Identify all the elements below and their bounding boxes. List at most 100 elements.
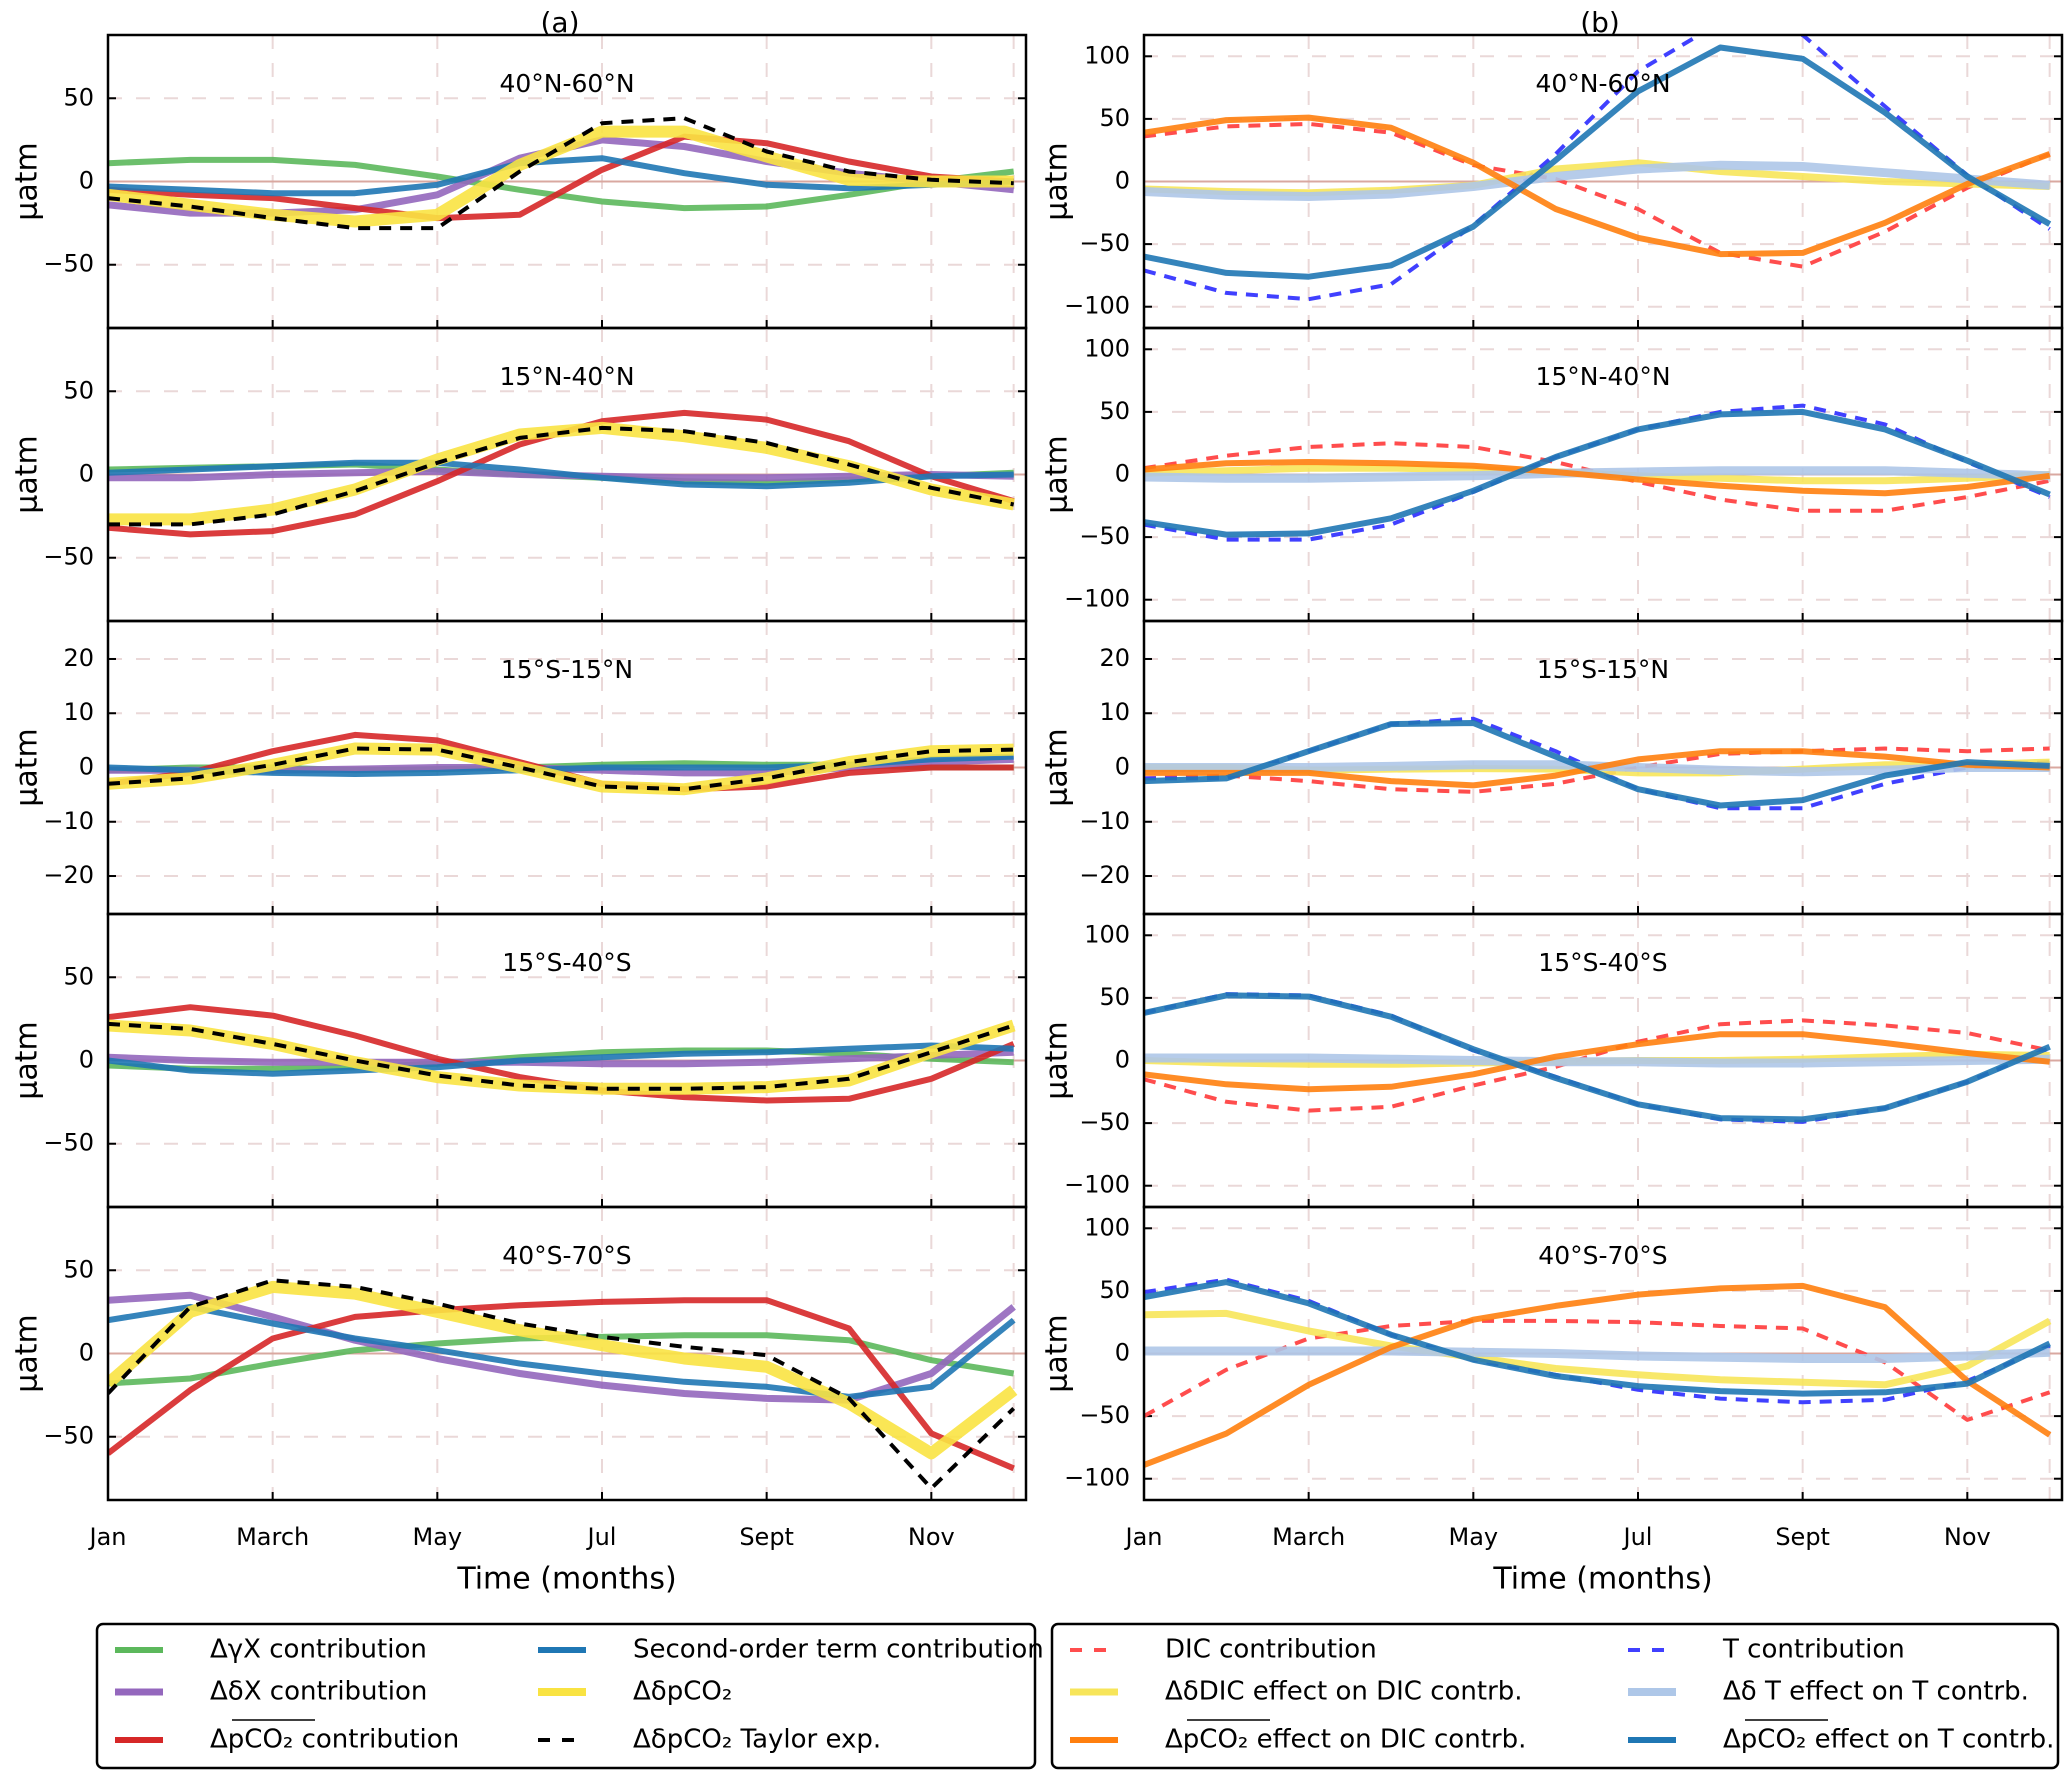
y-tick-label: 0 — [1115, 167, 1130, 195]
series-line-pco2t — [1144, 1279, 2052, 1397]
y-tick-label: −50 — [1079, 522, 1130, 550]
series-line-gamma — [108, 1047, 1014, 1072]
panel-title: (a) — [540, 6, 579, 39]
series-group — [1144, 403, 2051, 542]
legend-label-dpco2: ΔδpCO₂ — [633, 1677, 732, 1707]
y-axis-label: μatm — [10, 728, 45, 806]
series-line-dpco2 — [108, 1280, 1018, 1460]
y-tick-label: 0 — [79, 460, 94, 488]
y-tick-label: 0 — [79, 1046, 94, 1074]
y-tick-label: −10 — [1079, 807, 1130, 835]
region-label: 15°S-40°S — [502, 948, 631, 977]
series-group — [108, 1004, 1016, 1104]
x-tick-label: Jan — [88, 1523, 127, 1551]
subplot-3: −100 −50 0 50 100 15°S-40°S μatm — [1040, 912, 2064, 1209]
y-tick-label: 0 — [1115, 1339, 1130, 1367]
legend-box — [1050, 1622, 2060, 1770]
series-group — [108, 409, 1015, 538]
series-line-taylor — [108, 116, 1014, 231]
series-line-dic — [1144, 441, 2051, 513]
subplot-1: −100 −50 0 50 100 15°N-40°N μatm — [1040, 326, 2064, 623]
y-tick-label: −50 — [43, 250, 94, 278]
x-axis-label: Time (months) — [456, 1562, 676, 1597]
region-label: 40°S-70°S — [1538, 1241, 1667, 1270]
series-line-pco2dic — [1144, 748, 2050, 789]
y-tick-label: −20 — [1079, 861, 1130, 889]
series-group — [1144, 1277, 2052, 1468]
y-tick-label: 20 — [1099, 644, 1130, 672]
series-line-pco2t — [1144, 720, 2050, 809]
series-group — [1144, 716, 2050, 811]
y-axis-label: μatm — [1040, 1021, 1075, 1099]
series-line-dic — [1144, 1018, 2051, 1113]
y-axis-label: μatm — [10, 435, 45, 513]
series-line-pco2t — [1144, 408, 2051, 538]
series-line-dt — [1144, 466, 2050, 483]
x-tick-label: March — [236, 1523, 309, 1551]
series-line-dic — [1144, 746, 2050, 794]
series-line-pco2 — [108, 133, 1014, 222]
panel-title: (b) — [1580, 6, 1620, 39]
series-line-dic — [1144, 121, 2051, 269]
series-line-pco2t — [1144, 992, 2051, 1123]
y-tick-label: 50 — [63, 1255, 94, 1283]
legend-label-pco2: ΔpCO₂ contribution — [210, 1725, 459, 1755]
legend-label-pco2dic: ΔpCO₂ effect on DIC contrb. — [1165, 1725, 1526, 1755]
y-tick-label: 0 — [79, 753, 94, 781]
y-tick-label: −50 — [1079, 1108, 1130, 1136]
y-tick-label: 100 — [1084, 41, 1130, 69]
series-line-taylor — [108, 425, 1015, 527]
y-tick-label: 0 — [1115, 1046, 1130, 1074]
y-tick-label: 50 — [1099, 1276, 1130, 1304]
y-tick-label: 0 — [79, 1339, 94, 1367]
axes-frame — [106, 1205, 1028, 1502]
series-line-pco2dic — [1144, 114, 2051, 258]
x-tick-label: Jul — [586, 1523, 617, 1551]
panel-b: (b)−100−5005010040°N-60°Nμatm−100−500501… — [1040, 6, 2064, 1597]
y-tick-label: −100 — [1064, 1171, 1130, 1199]
region-label: 40°S-70°S — [502, 1241, 631, 1270]
region-label: 15°N-40°N — [499, 362, 634, 391]
y-axis-label: μatm — [10, 1021, 45, 1099]
series-line-dpco2 — [108, 125, 1014, 228]
x-tick-label: Nov — [908, 1523, 955, 1551]
x-tick-label: May — [1449, 1523, 1499, 1551]
x-axis-label: Time (months) — [1492, 1562, 1712, 1597]
series-line-dt — [1144, 160, 2051, 201]
subplot-1: −50 0 50 15°N-40°N μatm — [10, 326, 1028, 623]
y-tick-label: 100 — [1084, 1213, 1130, 1241]
region-label: 15°S-15°N — [501, 655, 633, 684]
region-label: 15°S-15°N — [1537, 655, 1669, 684]
series-group — [1144, 992, 2051, 1124]
region-label: 40°N-60°N — [1535, 69, 1670, 98]
legend-label-dic: DIC contribution — [1165, 1635, 1377, 1665]
y-tick-label: 100 — [1084, 920, 1130, 948]
series-line-second — [108, 459, 1014, 490]
subplot-0: −50 0 50 40°N-60°N μatm — [10, 33, 1028, 330]
y-axis-label: μatm — [1040, 1314, 1075, 1392]
subplot-2: −20 −10 0 10 20 15°S-15°N μatm — [10, 619, 1028, 916]
legend-label-ddic: ΔδDIC effect on DIC contrb. — [1165, 1677, 1523, 1707]
subplot-4: −100 −50 0 50 100 40°S-70°S μatm — [1040, 1205, 2064, 1502]
y-tick-label: 50 — [63, 376, 94, 404]
legend-label-dt: Δδ T effect on T contrb. — [1723, 1677, 2029, 1707]
y-tick-label: 100 — [1084, 334, 1130, 362]
y-axis-label: μatm — [10, 1314, 45, 1392]
legend-a: ΔγX contribution ΔδX contribution ΔpCO₂ co… — [95, 1622, 1044, 1770]
series-line-ddic — [1144, 1309, 2052, 1389]
y-tick-label: 50 — [1099, 397, 1130, 425]
y-axis-label: μatm — [1040, 728, 1075, 806]
legend-label-dX: ΔδX contribution — [210, 1677, 427, 1707]
series-line-dic — [1144, 1318, 2051, 1422]
series-line-second — [108, 1042, 1014, 1077]
subplot-0: −100 −50 0 50 100 40°N-60°N μatm — [1040, 33, 2064, 330]
y-tick-label: −100 — [1064, 1464, 1130, 1492]
legend-label-pco2t: ΔpCO₂ effect on T contrb. — [1723, 1725, 2054, 1755]
series-line-dX — [108, 1048, 1014, 1068]
subplot-4: −50 0 50 40°S-70°S μatm — [10, 1205, 1028, 1502]
y-tick-label: 10 — [1099, 698, 1130, 726]
series-line-second — [108, 1303, 1016, 1400]
y-tick-label: 0 — [79, 167, 94, 195]
x-tick-label: Jul — [1622, 1523, 1653, 1551]
